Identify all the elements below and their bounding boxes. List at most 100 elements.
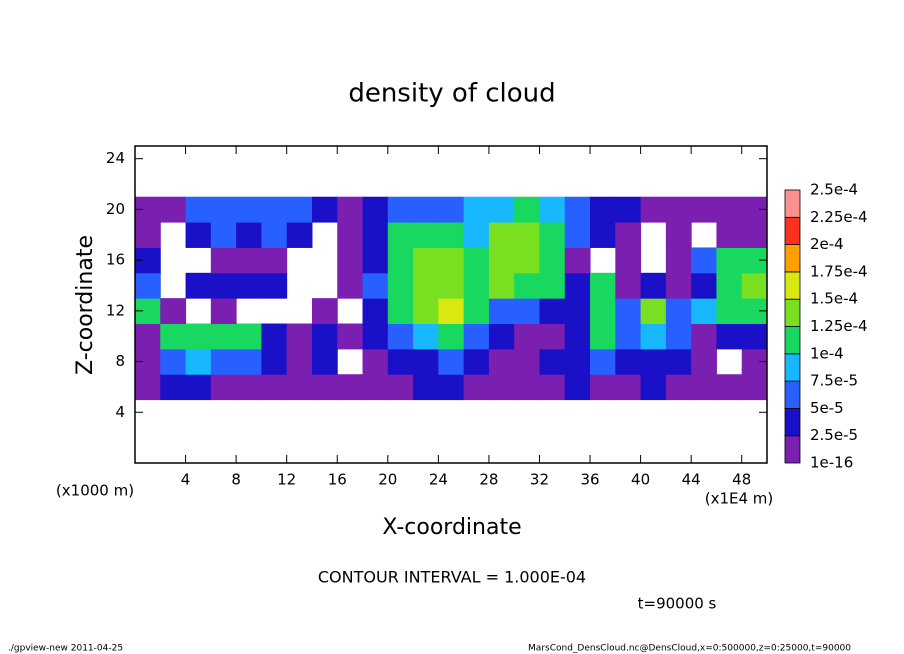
cell [337, 374, 364, 401]
cell [261, 272, 288, 299]
cell [665, 323, 692, 350]
cell [539, 298, 566, 325]
cell [438, 272, 465, 299]
cell [665, 272, 692, 299]
footer-right: MarsCond_DensCloud.nc@DensCloud,x=0:5000… [528, 644, 851, 654]
cell [413, 323, 439, 350]
cell [311, 196, 338, 223]
cell [488, 374, 515, 401]
cell [185, 222, 212, 248]
cell [716, 298, 743, 325]
cell [514, 196, 540, 223]
cell [665, 348, 692, 375]
cell [590, 196, 616, 223]
cell [539, 222, 566, 248]
x-tick-label: 20 [378, 471, 397, 489]
cell [185, 374, 212, 401]
cell [236, 348, 262, 375]
cell [463, 348, 490, 375]
cell [514, 222, 540, 248]
cell [210, 348, 237, 375]
cell [463, 272, 490, 299]
cell [160, 298, 187, 325]
x-tick-label: 36 [580, 471, 599, 489]
cell [286, 374, 313, 401]
cell [514, 298, 540, 325]
cell [210, 222, 237, 248]
cell [488, 272, 515, 299]
cell [362, 298, 389, 325]
cell [387, 374, 414, 401]
cell [640, 272, 667, 299]
cell [438, 247, 465, 274]
cell [564, 222, 591, 248]
cell [135, 323, 161, 350]
colorbar-swatch [784, 298, 801, 327]
cell [716, 272, 743, 299]
x-unit-label: (x1E4 m) [705, 490, 774, 508]
x-tick-label: 16 [328, 471, 347, 489]
x-tick-label: 4 [181, 471, 191, 489]
cell [564, 348, 591, 375]
cell [741, 222, 768, 248]
cell [564, 323, 591, 350]
x-axis-title: X-coordinate [382, 515, 521, 540]
cell [337, 247, 364, 274]
cell [640, 374, 667, 401]
colorbar-label: 5e-5 [810, 399, 844, 417]
x-tick-label: 40 [631, 471, 650, 489]
cell [463, 222, 490, 248]
cell [210, 196, 237, 223]
cell [615, 247, 642, 274]
cell [463, 298, 490, 325]
cell [539, 374, 566, 401]
cell [488, 222, 515, 248]
cell [185, 323, 212, 350]
y-axis-title: Z-coordinate [73, 235, 98, 375]
cell [261, 374, 288, 401]
cell [640, 298, 667, 325]
y-tick-label: 4 [115, 403, 125, 421]
cell [160, 196, 187, 223]
colorbar-label: 2.5e-5 [810, 426, 858, 444]
colorbar-label: 7.5e-5 [810, 372, 858, 390]
cell [665, 374, 692, 401]
cell [539, 247, 566, 274]
cell [488, 247, 515, 274]
cell [387, 348, 414, 375]
cell [337, 196, 364, 223]
cell [640, 196, 667, 223]
cell [261, 247, 288, 274]
cell [236, 247, 262, 274]
chart-title: density of cloud [348, 79, 555, 109]
cell [413, 222, 439, 248]
x-tick-label: 44 [682, 471, 701, 489]
footer-left: ./gpview-new 2011-04-25 [8, 644, 123, 654]
cell [261, 222, 288, 248]
cell [514, 374, 540, 401]
cell [236, 222, 262, 248]
cell [362, 272, 389, 299]
cell [615, 348, 642, 375]
cell [691, 298, 717, 325]
cell [741, 323, 768, 350]
cell [185, 196, 212, 223]
cell [488, 298, 515, 325]
cell [691, 272, 717, 299]
cell [691, 348, 717, 375]
cell [261, 196, 288, 223]
time-label: t=90000 s [638, 595, 717, 613]
cell [261, 323, 288, 350]
cell [387, 196, 414, 223]
cell [564, 196, 591, 223]
cell [741, 374, 768, 401]
cell [236, 374, 262, 401]
cell [438, 298, 465, 325]
cell [463, 196, 490, 223]
cell [564, 298, 591, 325]
cell [438, 374, 465, 401]
colorbar-label: 2e-4 [810, 235, 844, 253]
cell [539, 196, 566, 223]
cell [413, 196, 439, 223]
cell [716, 247, 743, 274]
